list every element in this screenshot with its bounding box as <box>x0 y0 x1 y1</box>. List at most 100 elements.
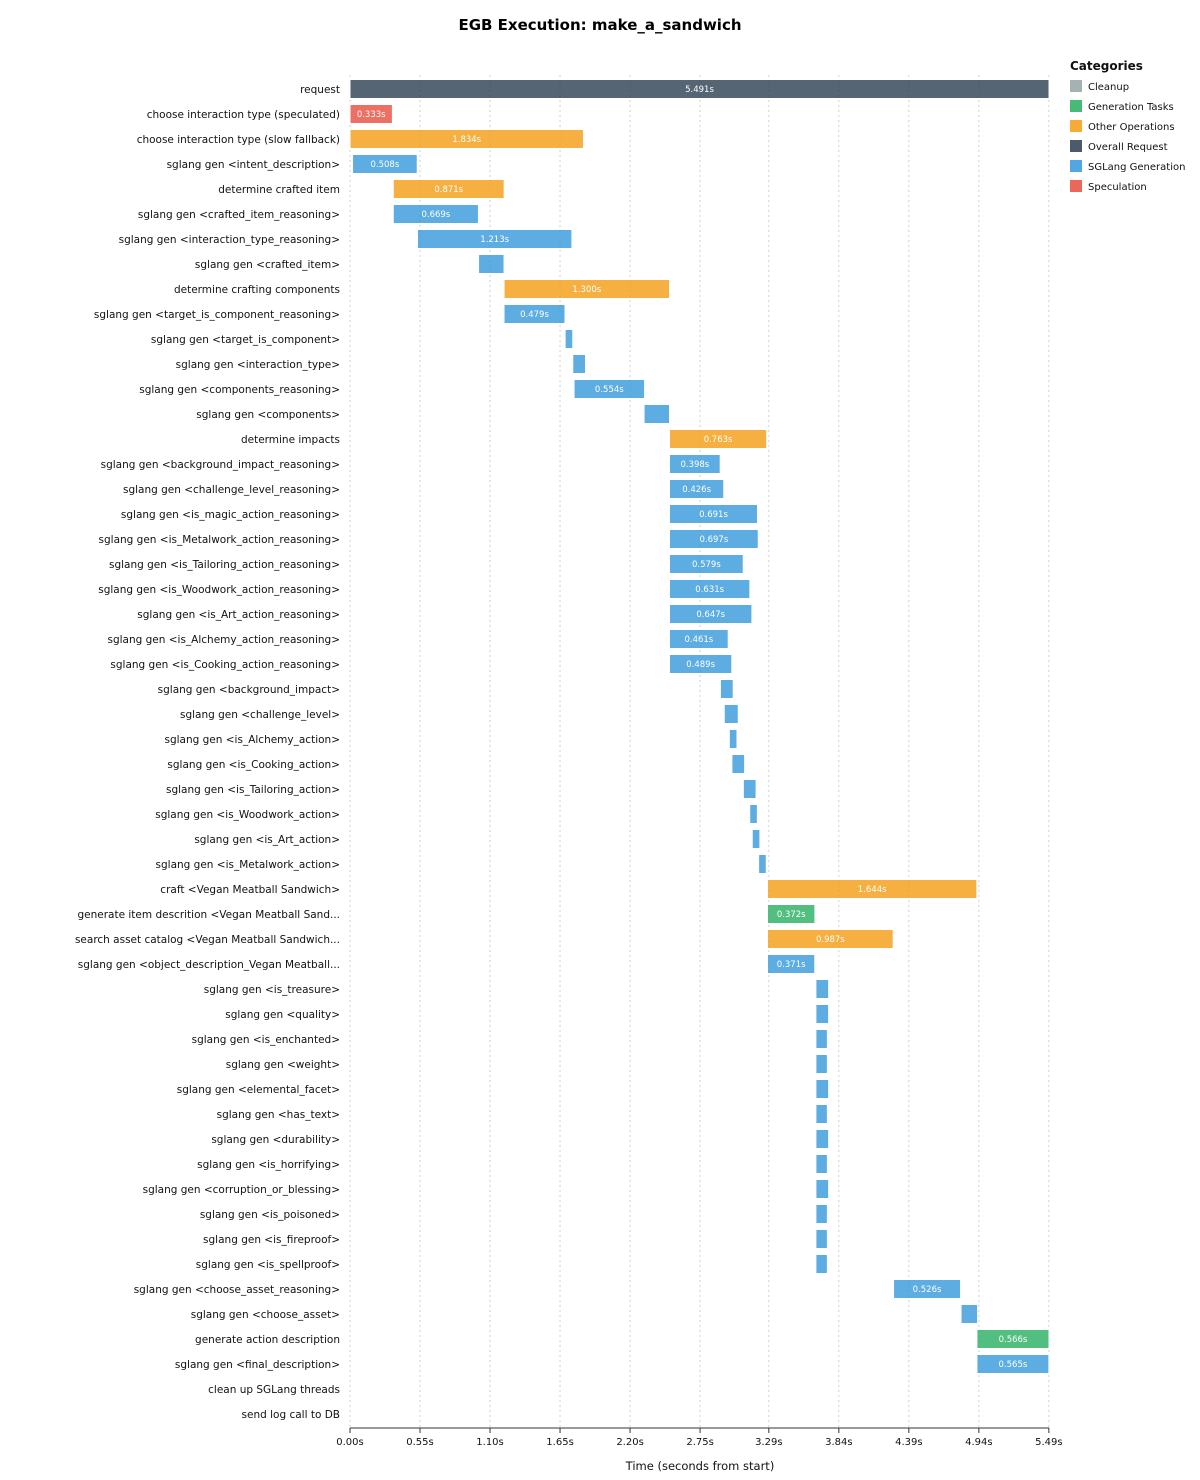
task-label: sglang gen <choose_asset> <box>191 1309 340 1321</box>
task-label: send log call to DB <box>242 1409 340 1421</box>
task-bar <box>960 1304 979 1324</box>
task-bar-value: 0.554s <box>595 385 624 395</box>
legend-swatch <box>1070 140 1082 152</box>
legend-swatch <box>1070 100 1082 112</box>
task-bar <box>976 1329 1050 1349</box>
task-label: sglang gen <is_magic_action_reasoning> <box>121 509 340 521</box>
legend-swatch <box>1070 160 1082 172</box>
task-label: sglang gen <choose_asset_reasoning> <box>134 1284 340 1296</box>
task-label: sglang gen <challenge_level_reasoning> <box>123 484 340 496</box>
task-label: sglang gen <background_impact_reasoning> <box>101 459 340 471</box>
task-bar <box>815 979 830 999</box>
task-bar <box>503 279 671 299</box>
task-bar <box>669 504 758 524</box>
legend-title: Categories <box>1070 59 1143 73</box>
task-bar <box>564 329 574 349</box>
task-bar <box>503 304 566 324</box>
task-label: sglang gen <final_description> <box>175 1359 340 1371</box>
task-label: determine impacts <box>241 434 340 446</box>
task-bar <box>669 454 721 474</box>
legend-label: SGLang Generation <box>1088 162 1185 173</box>
task-bar <box>643 404 671 424</box>
task-label: sglang gen <interaction_type_reasoning> <box>119 234 340 246</box>
task-label: sglang gen <object_description_Vegan Mea… <box>78 959 340 971</box>
task-bar <box>815 1229 828 1249</box>
task-label: sglang gen <is_Art_action> <box>194 834 340 846</box>
x-tick-label: 4.94s <box>965 1437 992 1448</box>
task-label: request <box>300 84 340 96</box>
task-bar-value: 0.871s <box>434 185 463 195</box>
task-label: choose interaction type (speculated) <box>147 109 340 121</box>
task-label: sglang gen <is_treasure> <box>204 984 340 996</box>
task-label: sglang gen <intent_description> <box>167 159 340 171</box>
task-bar <box>815 1204 828 1224</box>
task-bar <box>572 354 587 374</box>
task-bar-value: 0.987s <box>816 935 845 945</box>
task-label: generate item descrition <Vegan Meatball… <box>77 909 340 921</box>
task-bar <box>719 679 734 699</box>
task-bar <box>349 104 393 124</box>
task-bar <box>976 1354 1050 1374</box>
task-label: sglang gen <is_Woodwork_action_reasoning… <box>98 584 340 596</box>
task-bar-value: 0.691s <box>699 510 728 520</box>
task-label: sglang gen <is_Metalwork_action_reasonin… <box>99 534 340 546</box>
task-label: sglang gen <is_Cooking_action> <box>167 759 340 771</box>
legend-swatch <box>1070 120 1082 132</box>
task-label: sglang gen <is_poisoned> <box>200 1209 340 1221</box>
task-bar-value: 0.565s <box>999 1360 1028 1370</box>
task-bar <box>815 1179 830 1199</box>
task-bars: 5.491s 0.333s 1.834s 0.508s 0.871s 0.669s 1.21… <box>349 79 1050 1374</box>
x-tick-label: 3.84s <box>825 1437 852 1448</box>
task-label: sglang gen <is_Tailoring_action_reasonin… <box>109 559 340 571</box>
task-label: choose interaction type (slow fallback) <box>137 134 340 146</box>
task-label: sglang gen <is_enchanted> <box>192 1034 340 1046</box>
legend-label: Other Operations <box>1088 122 1175 133</box>
task-label: sglang gen <target_is_component_reasonin… <box>94 309 340 321</box>
task-bar-value: 0.526s <box>913 1285 942 1295</box>
legend-swatch <box>1070 180 1082 192</box>
task-label: sglang gen <background_impact> <box>158 684 340 696</box>
legend-label: Generation Tasks <box>1088 102 1174 113</box>
task-bar-value: 0.479s <box>520 310 549 320</box>
task-bar-value: 0.763s <box>704 435 733 445</box>
task-bar <box>815 1254 828 1274</box>
task-labels: request choose interaction type (speculat… <box>75 84 340 1421</box>
task-bar <box>669 629 729 649</box>
task-label: search asset catalog <Vegan Meatball San… <box>75 934 340 946</box>
task-bar-value: 0.489s <box>686 660 715 670</box>
task-bar-value: 0.647s <box>696 610 725 620</box>
task-bar <box>349 79 1050 99</box>
task-bar <box>669 529 759 549</box>
task-bar <box>669 654 733 674</box>
task-bar-value: 0.426s <box>682 485 711 495</box>
task-bar <box>669 479 725 499</box>
task-label: sglang gen <corruption_or_blessing> <box>143 1184 340 1196</box>
task-bar <box>767 929 894 949</box>
task-bar-value: 0.398s <box>680 460 709 470</box>
task-bar-value: 0.333s <box>357 110 386 120</box>
task-bar <box>669 554 744 574</box>
task-label: clean up SGLang threads <box>208 1384 340 1396</box>
task-label: sglang gen <components> <box>196 409 340 421</box>
x-axis-title: Time (seconds from start) <box>625 1459 775 1473</box>
task-bar <box>573 379 646 399</box>
task-bar <box>416 229 573 249</box>
task-bar <box>749 804 758 824</box>
task-bar <box>767 954 816 974</box>
task-label: sglang gen <is_fireproof> <box>203 1234 340 1246</box>
task-label: sglang gen <is_Metalwork_action> <box>156 859 340 871</box>
task-label: sglang gen <is_Woodwork_action> <box>155 809 340 821</box>
task-bar <box>728 729 738 749</box>
task-bar-value: 1.834s <box>452 135 481 145</box>
task-bar <box>723 704 739 724</box>
x-tick-label: 2.20s <box>616 1437 643 1448</box>
task-label: sglang gen <is_Tailoring_action> <box>166 784 340 796</box>
task-label: sglang gen <crafted_item> <box>195 259 340 271</box>
task-bar-value: 0.697s <box>700 535 729 545</box>
task-label: determine crafting components <box>174 284 340 296</box>
task-bar <box>815 1004 830 1024</box>
task-bar <box>392 204 479 224</box>
task-bar-value: 0.508s <box>370 160 399 170</box>
task-bar <box>893 1279 962 1299</box>
x-tick-label: 5.49s <box>1035 1437 1062 1448</box>
